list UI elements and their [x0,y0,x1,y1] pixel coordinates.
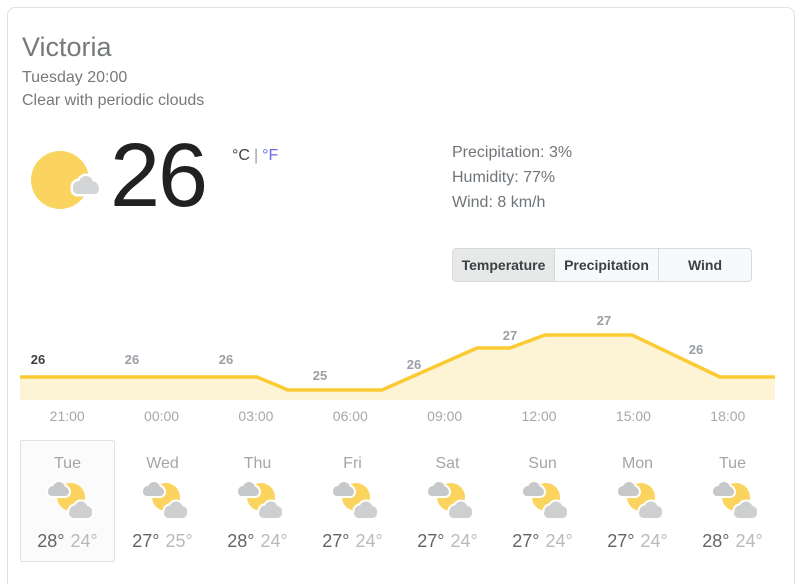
temperature-area-chart [20,333,775,400]
partly-cloudy-icon [330,480,379,520]
chart-point-label: 25 [312,368,328,383]
day-low-temp: 24° [260,531,288,551]
day-name: Sat [435,455,460,472]
day-low-temp: 24° [640,531,668,551]
day-temps: 27° 24° [496,531,589,552]
time-tick-label: 00:00 [144,408,180,424]
time-tick-label: 12:00 [521,408,557,424]
day-forecast-1-wed[interactable]: Wed 27° 25° [115,440,210,562]
unit-toggle: °C | °F [232,147,278,165]
day-name: Thu [243,455,272,472]
humidity-text: Humidity: 77% [452,169,556,186]
wind-text: Wind: 8 km/h [452,194,546,211]
day-forecast-2-thu[interactable]: Thu 28° 24° [210,440,305,562]
temperature-chart[interactable]: 26 26 26 25 26 27 27 26 [20,310,775,402]
partly-cloudy-icon [615,480,664,520]
day-temps: 28° 24° [211,531,304,552]
partly-cloudy-icon [45,480,94,520]
day-temps: 27° 25° [116,531,209,552]
time-tick-label: 06:00 [332,408,368,424]
unit-separator: | [253,147,259,164]
day-high-temp: 28° [702,531,730,551]
day-forecast-3-fri[interactable]: Fri 27° 24° [305,440,400,562]
day-low-temp: 24° [355,531,383,551]
day-forecast-0-tue[interactable]: Tue 28° 24° [20,440,115,562]
day-name: Tue [719,455,746,472]
tab-temperature[interactable]: Temperature [453,249,555,281]
day-temps: 27° 24° [591,531,684,552]
precipitation-text: Precipitation: 3% [452,144,573,161]
unit-celsius: °C [232,147,250,164]
day-forecast-4-sat[interactable]: Sat 27° 24° [400,440,495,562]
chart-point-label: 26 [30,352,46,367]
chart-point-label: 27 [502,328,518,343]
day-name: Mon [621,455,654,472]
chart-point-label: 26 [688,342,704,357]
day-high-temp: 27° [607,531,635,551]
time-tick-label: 21:00 [49,408,85,424]
day-high-temp: 27° [132,531,160,551]
current-temperature: 26 [110,126,208,226]
day-temps: 27° 24° [401,531,494,552]
day-high-temp: 27° [417,531,445,551]
chart-tabs: Temperature Precipitation Wind [452,248,752,282]
tab-wind[interactable]: Wind [687,257,723,273]
current-details: Precipitation: 3% Humidity: 77% Wind: 8 … [452,140,572,215]
day-forecast-7-tue[interactable]: Tue 28° 24° [685,440,780,562]
unit-fahrenheit-link[interactable]: °F [262,147,279,164]
chart-point-label: 26 [124,352,140,367]
day-low-temp: 24° [450,531,478,551]
day-low-temp: 24° [70,531,98,551]
day-name: Sun [528,455,557,472]
day-high-temp: 27° [512,531,540,551]
day-low-temp: 24° [545,531,573,551]
partly-cloudy-icon [710,480,759,520]
day-high-temp: 27° [322,531,350,551]
partly-cloudy-icon [520,480,569,520]
chart-point-label: 26 [218,352,234,367]
partly-cloudy-icon [235,480,284,520]
time-tick-label: 03:00 [238,408,274,424]
day-low-temp: 24° [735,531,763,551]
time-tick-label: 18:00 [710,408,746,424]
daily-forecast-row: Tue 28° 24° Wed 27° 25° Thu 28° 24° Fri 27° 24° Sat 2… [20,440,780,562]
day-high-temp: 28° [37,531,65,551]
day-high-temp: 28° [227,531,255,551]
condition-text: Clear with periodic clouds [22,92,205,109]
day-temps: 28° 24° [686,531,779,552]
day-name: Tue [54,455,81,472]
weather-card: Victoria Tuesday 20:00 Clear with period… [7,7,795,584]
location-title: Victoria [22,32,112,62]
datetime-text: Tuesday 20:00 [22,69,128,86]
hourly-time-axis: 21:00 00:00 03:00 06:00 09:00 12:00 15:00 18:00 [20,408,775,424]
chart-point-label: 26 [406,357,422,372]
tab-precipitation[interactable]: Precipitation [555,249,659,281]
day-name: Wed [146,455,179,472]
day-low-temp: 25° [165,531,193,551]
partly-cloudy-icon [425,480,474,520]
day-forecast-5-sun[interactable]: Sun 27° 24° [495,440,590,562]
day-forecast-6-mon[interactable]: Mon 27° 24° [590,440,685,562]
time-tick-label: 15:00 [615,408,651,424]
chart-point-label: 27 [596,313,612,328]
day-name: Fri [343,455,362,472]
day-temps: 27° 24° [306,531,399,552]
day-temps: 28° 24° [21,531,114,552]
partly-cloudy-icon [140,480,189,520]
time-tick-label: 09:00 [427,408,463,424]
sun-with-cloud-icon [31,151,102,209]
